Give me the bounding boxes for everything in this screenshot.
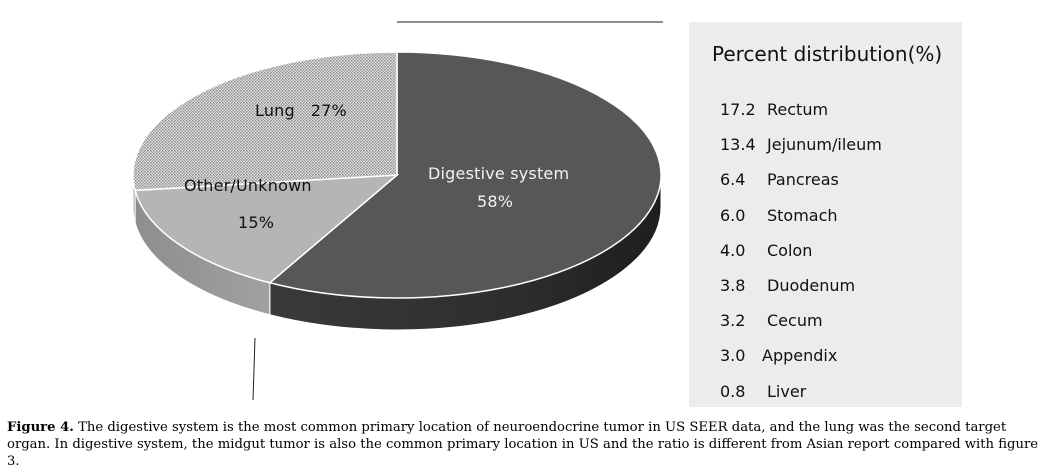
row-label: Colon	[767, 240, 813, 260]
row-value: 3.0	[720, 346, 746, 366]
table-row: 6.4 Pancreas	[720, 170, 839, 189]
row-label: Stomach	[767, 205, 838, 225]
table-row: 3.8 Duodenum	[720, 276, 855, 295]
caption-label: Figure 4.	[7, 420, 74, 435]
row-label: Jejunum/ileum	[767, 135, 882, 155]
row-value: 0.8	[720, 381, 746, 401]
caption-text: The digestive system is the most common …	[7, 420, 1039, 469]
table-row: 13.4 Jejunum/ileum	[720, 135, 882, 154]
leader-line	[252, 337, 256, 401]
figure-caption: Figure 4. The digestive system is the mo…	[7, 419, 1047, 470]
row-label: Duodenum	[767, 276, 856, 295]
row-label: Appendix	[762, 346, 838, 366]
pie-chart: Lung 27% Other/Unknown 15% Digestive sys…	[132, 21, 663, 401]
row-value: 4.0	[720, 240, 746, 260]
row-value: 6.4	[720, 170, 746, 190]
pie-slice-0	[268, 51, 662, 299]
table-row: 4.0 Colon	[720, 241, 812, 260]
slice-label-digestive: Digestive system	[428, 164, 570, 183]
slice-label-lung: Lung 27%	[255, 101, 347, 120]
pie-chart-svg	[132, 21, 663, 401]
row-label: Pancreas	[767, 170, 839, 190]
row-label: Cecum	[767, 311, 823, 331]
table-row: 17.2 Rectum	[720, 100, 828, 119]
row-value: 6.0	[720, 205, 746, 225]
slice-value-other: 15%	[238, 213, 275, 232]
table-row: 0.8 Liver	[720, 382, 806, 401]
row-value: 13.4	[720, 135, 756, 155]
row-label: Liver	[767, 381, 807, 401]
pie-slice-1	[134, 174, 400, 284]
table-row: 3.2 Cecum	[720, 311, 823, 330]
row-value: 17.2	[720, 100, 756, 119]
row-value: 3.2	[720, 311, 746, 331]
row-value: 3.8	[720, 276, 746, 295]
pie-slice-2	[132, 51, 398, 192]
table-title: Percent distribution(%)	[712, 42, 943, 66]
slice-label-other: Other/Unknown	[184, 176, 312, 195]
table-row: 6.0 Stomach	[720, 206, 838, 225]
table-row: 3.0 Appendix	[720, 346, 837, 365]
row-label: Rectum	[767, 100, 829, 119]
slice-value-digestive: 58%	[477, 192, 514, 211]
percent-distribution-table: Percent distribution(%) 17.2 Rectum 13.4 Je…	[689, 22, 962, 407]
